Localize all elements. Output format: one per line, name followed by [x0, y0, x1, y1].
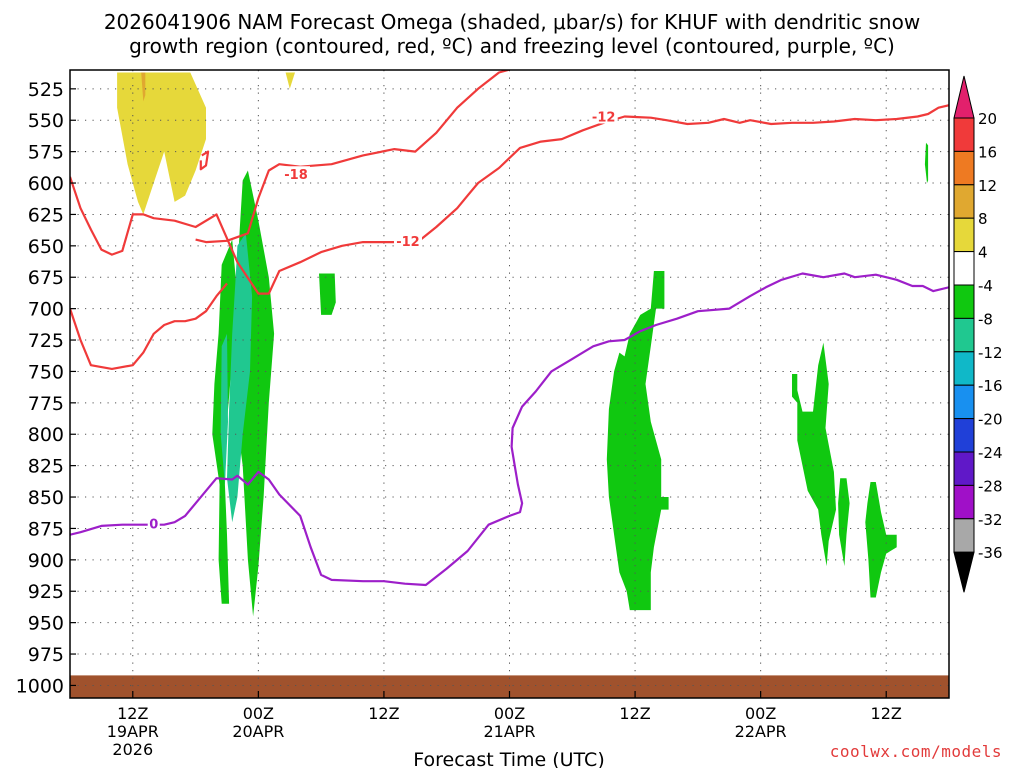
colorbar: 20 16 12 8 4 -4 -8 -12 -16 -20 -24 -28 -32 -36: [953, 75, 1003, 593]
x-tick-label-6-0: 12Z: [117, 704, 148, 723]
chart-title-line2: growth region (contoured, red, ºC) and f…: [129, 34, 895, 58]
omega-region-0: [117, 72, 206, 215]
y-tick-label-1000: 1000: [16, 675, 64, 697]
colorbar-arrow-top: [953, 75, 975, 119]
omega-region-2: [285, 72, 295, 89]
omega-region-9: [792, 342, 836, 567]
contour-label-2: -12: [592, 110, 616, 125]
contour-label-bg-4: [147, 515, 160, 531]
freezing-contour-4: [70, 272, 949, 587]
x-tick-label-66-0: 00Z: [745, 704, 776, 723]
x-tick-label-18-1: 20APR: [232, 722, 284, 741]
omega-region-10: [838, 478, 850, 567]
contour-labels: -18 -12 -12 0: [147, 108, 618, 532]
colorbar-label-4: 4: [978, 244, 988, 262]
y-tick-label-900: 900: [28, 550, 64, 572]
x-tick-label-66-1: 22APR: [735, 722, 787, 741]
dendritic-contour-2: [70, 282, 228, 370]
colorbar-label-3: 8: [978, 210, 988, 228]
x-tick-label-78-0: 12Z: [871, 704, 902, 723]
terrain-band: [70, 675, 949, 698]
colorbar-segment-9: [953, 418, 975, 453]
colorbar-label-10: -24: [978, 444, 1003, 462]
colorbar-label-2: 12: [978, 177, 997, 195]
contour-lines: [70, 70, 949, 587]
x-tick-label-30-0: 12Z: [368, 704, 399, 723]
colorbar-segment-10: [953, 451, 975, 486]
colorbar-segment-8: [953, 384, 975, 420]
y-axis: 525 550 575 600 625 650 675 700 725 750 775 800 825 8…: [16, 79, 76, 697]
y-tick-label-950: 950: [28, 613, 64, 635]
x-tick-label-42-0: 00Z: [494, 704, 525, 723]
x-axis-label: Forecast Time (UTC): [413, 749, 604, 768]
y-tick-label-800: 800: [28, 424, 64, 446]
dendritic-contour-0: [195, 70, 512, 244]
colorbar-segment-1: [953, 150, 975, 186]
colorbar-label-12: -32: [978, 511, 1003, 529]
contour-label-bg-1: [393, 232, 422, 248]
colorbar-segment-3: [953, 217, 975, 253]
y-tick-label-550: 550: [28, 110, 64, 132]
omega-region-12: [924, 142, 929, 183]
x-tick-label-18-0: 00Z: [243, 704, 274, 723]
colorbar-label-7: -12: [978, 344, 1003, 362]
colorbar-label-6: -8: [978, 310, 993, 328]
y-tick-label-875: 875: [28, 518, 64, 540]
colorbar-segment-5: [953, 284, 975, 319]
colorbar-segment-2: [953, 184, 975, 219]
contour-label-bg-0: [282, 166, 311, 182]
contour-label-4: 0: [149, 517, 158, 532]
colorbar-segment-7: [953, 351, 975, 386]
colorbar-segment-0: [953, 117, 975, 152]
y-tick-label-825: 825: [28, 456, 64, 478]
x-tick-label-42-1: 21APR: [483, 722, 535, 741]
chart-title-line1: 2026041906 NAM Forecast Omega (shaded, μ…: [103, 10, 921, 34]
y-tick-label-625: 625: [28, 204, 64, 226]
y-tick-label-975: 975: [28, 644, 64, 666]
colorbar-segment-6: [953, 317, 975, 353]
omega-shading: [117, 72, 929, 617]
y-tick-label-700: 700: [28, 299, 64, 321]
omega-region-5: [227, 233, 253, 523]
y-tick-label-525: 525: [28, 79, 64, 101]
colorbar-label-1: 16: [978, 143, 997, 161]
omega-region-7: [319, 273, 336, 315]
y-tick-label-575: 575: [28, 142, 64, 164]
y-tick-label-650: 650: [28, 236, 64, 258]
terrain-layer: [70, 675, 949, 698]
x-tick-label-6-2: 2026: [112, 740, 153, 759]
colorbar-label-0: 20: [978, 110, 997, 128]
dendritic-contour-3: [199, 150, 210, 171]
colorbar-label-11: -28: [978, 477, 1003, 495]
colorbar-label-5: -4: [978, 277, 993, 295]
credit-text: coolwx.com/models: [829, 742, 1002, 761]
colorbar-segment-12: [953, 518, 975, 553]
omega-region-11: [865, 482, 897, 598]
dendritic-contour-1: [70, 104, 949, 295]
y-tick-label-775: 775: [28, 393, 64, 415]
y-tick-label-675: 675: [28, 267, 64, 289]
colorbar-label-13: -36: [978, 544, 1003, 562]
colorbar-segment-4: [953, 251, 975, 286]
contour-label-0: -18: [284, 168, 308, 183]
y-tick-label-725: 725: [28, 330, 64, 352]
y-tick-label-750: 750: [28, 361, 64, 383]
y-tick-label-600: 600: [28, 173, 64, 195]
omega-region-1: [141, 72, 146, 102]
contour-label-bg-2: [589, 108, 618, 124]
colorbar-label-8: -16: [978, 377, 1003, 395]
colorbar-segment-11: [953, 484, 975, 520]
contour-label-1: -12: [396, 235, 420, 250]
omega-region-6: [220, 333, 228, 485]
colorbar-arrow-bottom: [953, 551, 975, 593]
y-tick-label-850: 850: [28, 487, 64, 509]
omega-region-8: [606, 271, 669, 611]
y-tick-label-925: 925: [28, 581, 64, 603]
x-tick-label-6-1: 19APR: [107, 722, 159, 741]
colorbar-label-9: -20: [978, 411, 1003, 429]
x-tick-label-54-0: 12Z: [619, 704, 650, 723]
